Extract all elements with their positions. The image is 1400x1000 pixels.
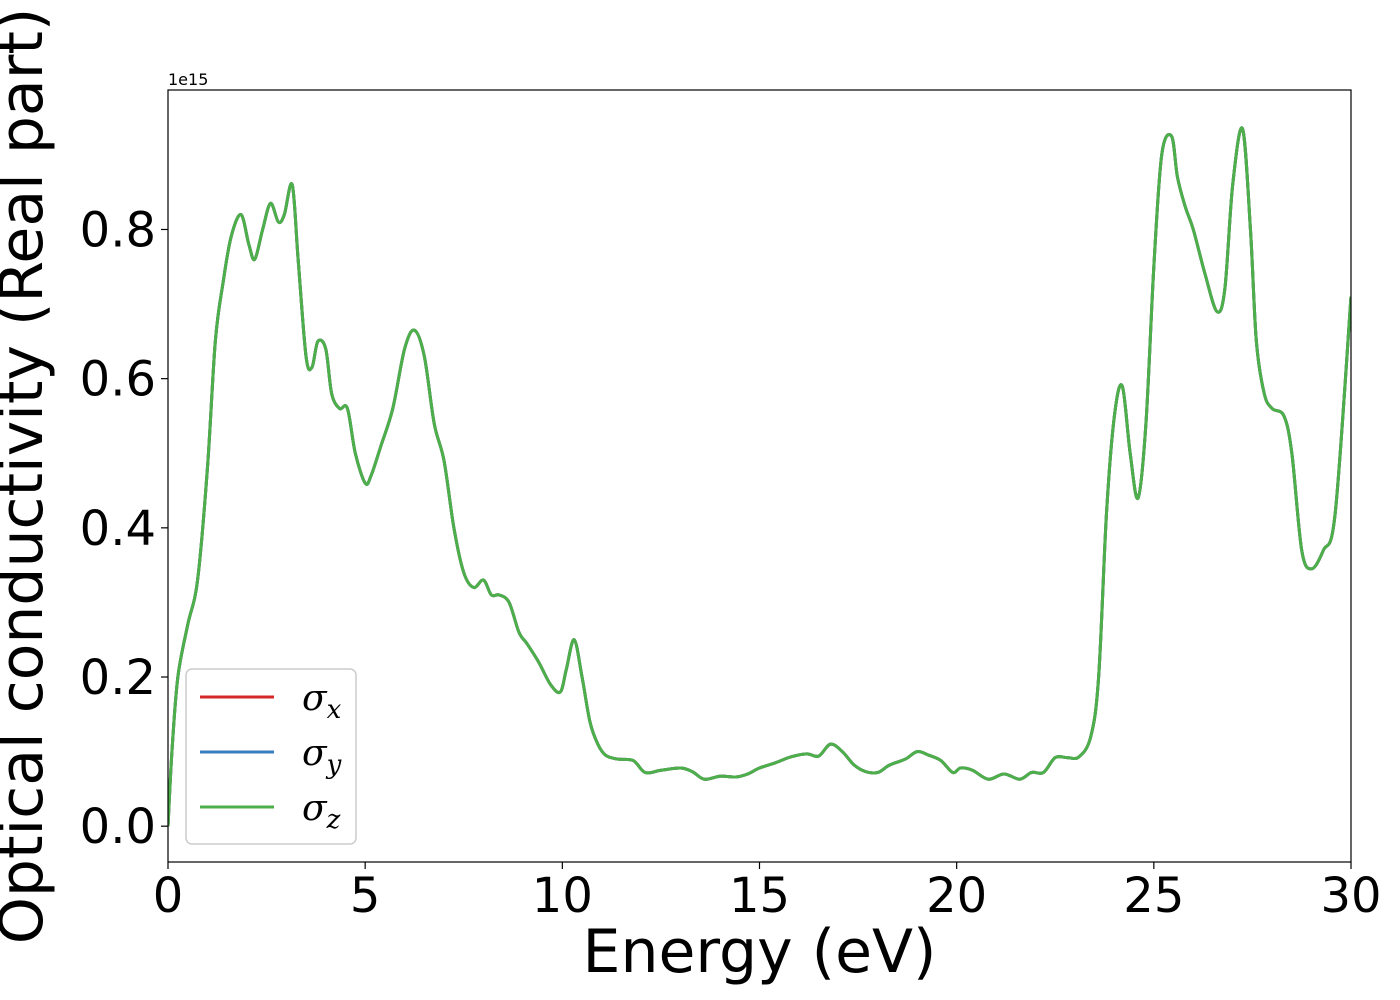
y-tick-label: 0.8 xyxy=(80,202,156,258)
x-axis: 0 5 10 15 20 25 30 xyxy=(153,862,1382,924)
legend-label-y: σy xyxy=(302,733,342,780)
y-axis-title: Optical conductivity (Real part) xyxy=(0,8,57,945)
x-tick-label: 20 xyxy=(926,868,987,924)
x-tick-label: 0 xyxy=(153,868,184,924)
x-tick-label: 25 xyxy=(1123,868,1184,924)
y-tick-label: 0.6 xyxy=(80,352,156,408)
legend-label-x: σx xyxy=(302,678,342,725)
x-tick-label: 15 xyxy=(729,868,790,924)
series-line-z xyxy=(168,126,1351,827)
series-layer xyxy=(168,126,1351,827)
x-axis-title: Energy (eV) xyxy=(583,917,937,987)
y-tick-label: 0.0 xyxy=(80,799,156,855)
y-offset-label: 1e15 xyxy=(168,70,208,89)
y-tick-label: 0.2 xyxy=(80,650,156,706)
x-tick-label: 10 xyxy=(532,868,593,924)
y-axis: 0.0 0.2 0.4 0.6 0.8 xyxy=(80,202,168,855)
legend-label-z: σz xyxy=(302,788,341,835)
legend-box xyxy=(185,668,357,845)
x-tick-label: 5 xyxy=(350,868,381,924)
legend: σx σy σz xyxy=(185,668,357,845)
y-tick-label: 0.4 xyxy=(80,501,156,557)
x-tick-label: 30 xyxy=(1320,868,1381,924)
